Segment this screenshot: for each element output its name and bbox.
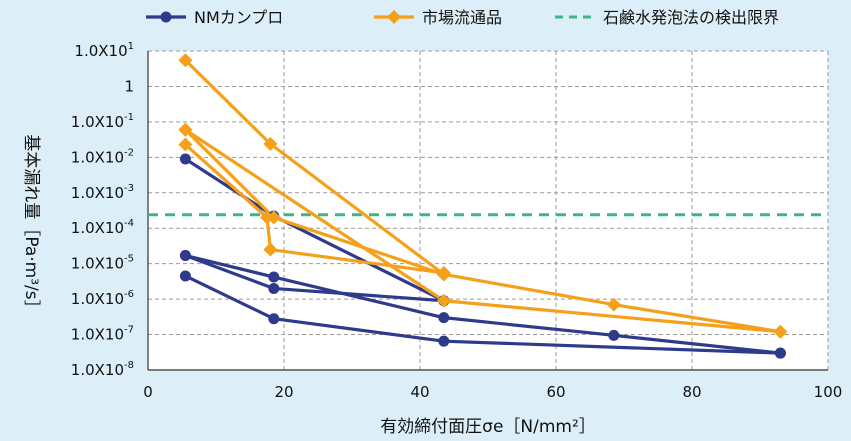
data-point-circle [179,153,191,165]
data-point-circle [179,249,191,261]
data-point-diamond [263,136,278,151]
data-point-diamond [178,53,193,68]
x-tick-label: 0 [143,383,153,401]
data-point-circle [268,282,280,294]
y-tick-label: 1.0X10-7 [71,325,134,344]
y-tick-label: 1.0X10-5 [71,254,134,273]
x-axis-title: 有効締付面圧σe［N/mm²］ [380,417,596,437]
data-point-diamond [606,297,621,312]
x-tick-label: 80 [682,383,701,401]
y-tick-label: 1.0X10-2 [71,147,134,166]
data-point-diamond [773,324,788,339]
y-axis-title: 基本漏れ量［Pa·m³/s］ [21,134,41,316]
y-tick-label: 1.0X10-8 [71,360,134,379]
data-point-circle [160,11,172,23]
data-point-diamond [260,210,274,225]
y-tick-label: 1.0X10-4 [71,218,134,237]
data-point-diamond [387,10,401,24]
data-point-diamond [436,265,451,280]
data-point-circle [268,313,280,325]
x-tick-label: 40 [410,383,429,401]
legend-label: NMカンプロ [194,8,283,27]
data-point-circle [268,271,280,283]
data-point-diamond [436,293,451,308]
y-tick-label: 1.0X10-1 [71,112,134,131]
y-tick-label: 1 [124,77,134,95]
series-line [184,274,781,355]
data-point-circle [774,347,786,359]
y-tick-label: 1.0X10-3 [71,183,134,202]
x-tick-label: 60 [546,383,565,401]
data-point-diamond [178,122,193,137]
series-line [184,143,445,275]
x-tick-label: 100 [814,383,843,401]
data-point-circle [438,335,450,347]
data-point-diamond [178,137,193,152]
data-point-circle [608,329,620,341]
legend-label: 石鹸水発泡法の検出限界 [603,8,779,27]
data-point-diamond [263,242,278,257]
data-point-circle [179,270,191,282]
data-point-circle [438,312,450,324]
y-tick-label: 1.0X101 [74,41,134,60]
y-tick-label: 1.0X10-6 [71,289,134,308]
x-tick-label: 20 [274,383,293,401]
legend-label: 市場流通品 [422,8,502,27]
